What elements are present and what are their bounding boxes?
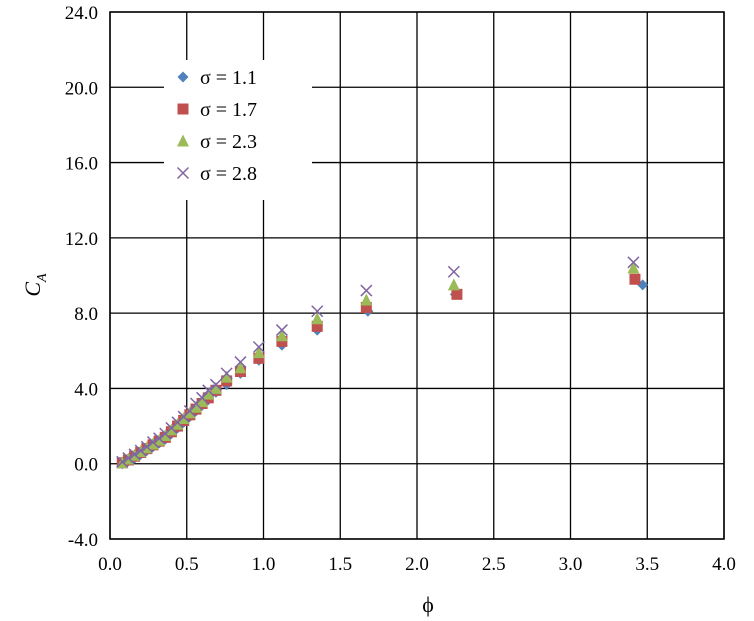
- y-tick-label: 0.0: [74, 455, 98, 476]
- data-point: [196, 391, 209, 404]
- y-axis-title-sub: A: [35, 273, 50, 283]
- data-point: [275, 329, 288, 342]
- y-axis-title: CA: [20, 273, 50, 297]
- data-points: [116, 256, 649, 470]
- data-point: [629, 273, 641, 285]
- data-point: [627, 256, 640, 269]
- legend-marker: [177, 71, 189, 83]
- data-point: [234, 356, 247, 369]
- series-x: [116, 256, 640, 468]
- data-point: [189, 400, 202, 413]
- data-point: [360, 301, 372, 313]
- tick-labels: 0.0 0.5 1.0 1.5 2.0 2.5 3.0 3.5 4.0-4.00.04.08.0…: [65, 3, 736, 575]
- data-point: [202, 387, 215, 400]
- data-point: [451, 288, 463, 300]
- data-point: [252, 346, 265, 359]
- data-point: [234, 361, 247, 374]
- legend-marker: [177, 103, 189, 115]
- data-point: [116, 455, 129, 468]
- data-point: [165, 423, 178, 436]
- data-point: [177, 412, 190, 425]
- legend-label: σ = 2.3: [200, 131, 257, 153]
- data-point: [360, 293, 373, 306]
- x-tick-label: 4.0: [712, 554, 736, 575]
- data-point: [276, 335, 288, 347]
- data-point: [140, 440, 153, 453]
- data-point: [275, 324, 288, 337]
- x-tick-label: 0.5: [175, 554, 199, 575]
- data-point: [171, 417, 184, 430]
- data-point: [220, 367, 233, 380]
- data-point: [134, 444, 147, 457]
- plot-area-border: [109, 11, 725, 540]
- y-axis-title-main: C: [20, 282, 45, 297]
- series-square: [116, 273, 641, 469]
- legend-label: σ = 2.8: [200, 163, 257, 185]
- data-point: [311, 312, 324, 325]
- data-point: [311, 305, 324, 318]
- x-tick-label: 2.5: [482, 554, 506, 575]
- x-tick-label: 3.0: [559, 554, 583, 575]
- data-point: [252, 340, 265, 354]
- data-point: [183, 406, 196, 419]
- data-point: [196, 395, 209, 408]
- x-tick-label: 3.5: [635, 554, 659, 575]
- y-tick-label: -4.0: [68, 530, 98, 551]
- data-point: [183, 404, 196, 418]
- legend-label: σ = 1.7: [200, 99, 257, 121]
- legend-background: [164, 60, 312, 200]
- y-tick-label: 20.0: [65, 78, 98, 99]
- y-tick-label: 12.0: [65, 229, 98, 250]
- data-point: [128, 448, 141, 461]
- legend-label: σ = 1.1: [200, 67, 257, 89]
- series-triangle: [116, 261, 640, 469]
- y-tick-label: 16.0: [65, 154, 98, 175]
- x-tick-label: 0.0: [98, 554, 122, 575]
- data-point: [202, 384, 215, 397]
- data-point: [153, 433, 166, 446]
- data-point: [360, 284, 373, 297]
- data-point: [253, 352, 265, 364]
- data-point: [447, 265, 460, 278]
- x-tick-label: 2.0: [405, 554, 429, 575]
- series-diamond: [116, 279, 649, 470]
- x-tick-label: 1.5: [328, 554, 352, 575]
- y-tick-label: 8.0: [74, 304, 98, 325]
- data-point: [311, 320, 323, 332]
- data-point: [209, 381, 222, 394]
- data-point: [146, 437, 159, 450]
- legend-marker: [176, 166, 190, 180]
- data-point: [122, 452, 135, 465]
- legend-marker: [177, 134, 189, 147]
- x-tick-label: 1.0: [252, 554, 276, 575]
- data-point: [146, 436, 160, 449]
- data-point: [627, 261, 640, 274]
- data-point: [153, 432, 166, 445]
- data-point: [220, 370, 233, 383]
- svg-text:CA: CA: [20, 273, 50, 297]
- y-tick-label: 24.0: [65, 3, 98, 24]
- data-point: [447, 278, 460, 291]
- y-tick-label: 4.0: [74, 379, 98, 400]
- data-point: [159, 428, 172, 441]
- x-axis-title: ϕ: [422, 592, 434, 617]
- data-point: [209, 378, 222, 391]
- legend: σ = 1.1 σ = 1.7 σ = 2.3 σ = 2.8: [164, 60, 312, 200]
